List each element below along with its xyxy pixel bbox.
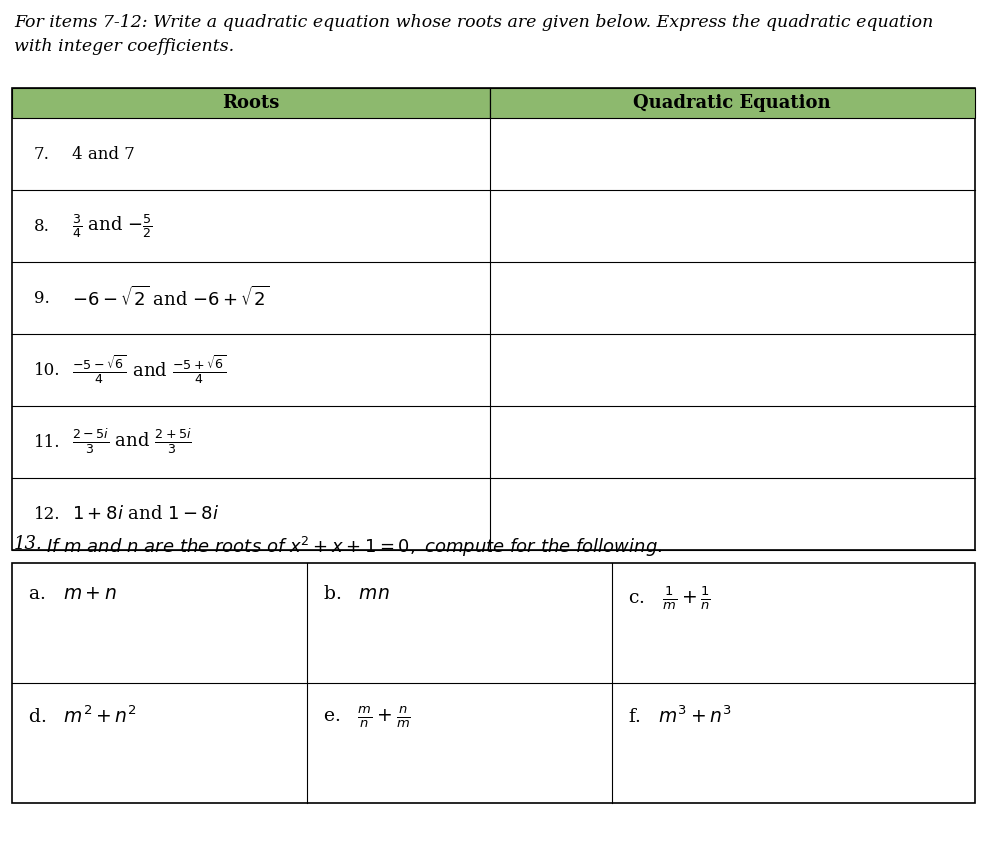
Text: a.   $m + n$: a. $m + n$	[28, 585, 117, 603]
Bar	[12, 88, 490, 118]
Text: 4 and 7: 4 and 7	[72, 146, 135, 163]
Text: Roots: Roots	[223, 94, 280, 112]
Bar	[12, 563, 975, 803]
Text: c.   $\frac{1}{m}+\frac{1}{n}$: c. $\frac{1}{m}+\frac{1}{n}$	[628, 585, 711, 612]
Text: $\frac{-5-\sqrt{6}}{4}$ and $\frac{-5+\sqrt{6}}{4}$: $\frac{-5-\sqrt{6}}{4}$ and $\frac{-5+\s…	[72, 353, 226, 386]
Text: $-6 - \sqrt{2}$ and $-6 + \sqrt{2}$: $-6 - \sqrt{2}$ and $-6 + \sqrt{2}$	[72, 286, 269, 310]
Text: e.   $\frac{m}{n}+\frac{n}{m}$: e. $\frac{m}{n}+\frac{n}{m}$	[323, 705, 410, 730]
Text: 11.: 11.	[34, 434, 60, 451]
Text: 7.: 7.	[34, 146, 49, 163]
Text: b.   $mn$: b. $mn$	[323, 585, 390, 603]
Text: f.   $m^3 + n^3$: f. $m^3 + n^3$	[628, 705, 732, 727]
Text: Quadratic Equation: Quadratic Equation	[633, 94, 831, 112]
Text: $1 + 8i$ and $1 - 8i$: $1 + 8i$ and $1 - 8i$	[72, 505, 220, 523]
Text: 13.: 13.	[14, 535, 43, 553]
Text: 12.: 12.	[34, 506, 60, 523]
Text: $\mathit{If\ m\ and\ n\ are\ the\ roots\ of\ x^2+x+1=0,\ compute\ for\ the\ foll: $\mathit{If\ m\ and\ n\ are\ the\ roots\…	[46, 535, 663, 559]
Bar	[490, 88, 975, 118]
Text: For items 7-12: Write a quadratic equation whose roots are given below. Express : For items 7-12: Write a quadratic equati…	[14, 14, 934, 31]
Text: 10.: 10.	[34, 362, 60, 379]
Text: 9.: 9.	[34, 290, 49, 307]
Text: $\frac{3}{4}$ and $-\frac{5}{2}$: $\frac{3}{4}$ and $-\frac{5}{2}$	[72, 212, 152, 240]
Bar	[12, 88, 975, 550]
Text: d.   $m^2 + n^2$: d. $m^2 + n^2$	[28, 705, 136, 727]
Text: 8.: 8.	[34, 218, 49, 235]
Text: with integer coefficients.: with integer coefficients.	[14, 38, 234, 55]
Text: $\frac{2-5i}{3}$ and $\frac{2+5i}{3}$: $\frac{2-5i}{3}$ and $\frac{2+5i}{3}$	[72, 428, 192, 457]
